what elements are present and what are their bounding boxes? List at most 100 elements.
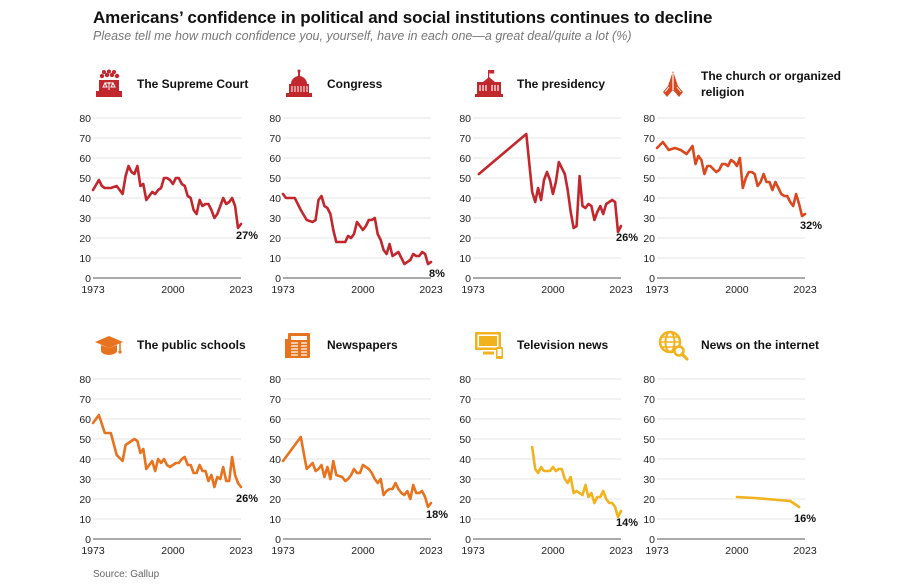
y-tick-label: 10 <box>643 514 655 526</box>
y-tick-label: 40 <box>79 454 91 466</box>
y-tick-label: 70 <box>79 133 91 145</box>
supreme-court-icon <box>96 69 122 97</box>
x-tick-label: 2023 <box>609 545 633 557</box>
y-tick-label: 10 <box>79 253 91 265</box>
praying-hands-icon <box>663 71 683 97</box>
panel-title: The Supreme Court <box>137 77 249 91</box>
globe-search-icon <box>658 330 689 361</box>
y-tick-label: 0 <box>649 534 655 546</box>
y-tick-label: 80 <box>643 113 655 125</box>
x-tick-label: 2000 <box>161 545 185 557</box>
x-tick-label: 2023 <box>419 284 443 296</box>
x-tick-label: 2000 <box>541 284 565 296</box>
y-tick-label: 30 <box>459 213 471 225</box>
series-line <box>530 445 623 519</box>
end-value-label: 14% <box>616 517 638 529</box>
y-tick-label: 20 <box>79 494 91 506</box>
y-tick-label: 0 <box>275 534 281 546</box>
x-tick-label: 2000 <box>161 284 185 296</box>
panel-title: Congress <box>327 77 383 91</box>
chart-panel-congress: Congress 0 10 20 30 40 50 60 70 80 1973 2000 2023 8% <box>269 62 473 322</box>
y-tick-label: 20 <box>459 494 471 506</box>
y-tick-label: 50 <box>79 173 91 185</box>
y-tick-label: 60 <box>459 153 471 165</box>
line-chart-the-church-or-organized-religion: 0 10 20 30 40 50 60 70 80 1973 2000 2023 32% <box>643 113 822 296</box>
y-tick-label: 20 <box>79 233 91 245</box>
series-line <box>735 495 801 509</box>
chart-panel-television-news: Television news 0 10 20 30 40 50 60 70 80 1973 2000… <box>459 323 663 583</box>
y-tick-label: 70 <box>643 394 655 406</box>
y-tick-label: 40 <box>643 193 655 205</box>
y-tick-label: 60 <box>643 414 655 426</box>
y-tick-label: 80 <box>269 374 281 386</box>
y-tick-label: 20 <box>459 233 471 245</box>
series-line <box>91 164 243 230</box>
chart-title: Americans’ confidence in political and s… <box>93 8 713 27</box>
congress-icon <box>286 69 312 97</box>
chart-panel-the-presidency: The presidency 0 10 20 30 40 50 60 70 80 1973 2000 2… <box>459 62 663 322</box>
series-line <box>281 192 433 266</box>
y-tick-label: 10 <box>459 514 471 526</box>
y-tick-label: 50 <box>459 434 471 446</box>
y-tick-label: 60 <box>269 153 281 165</box>
x-tick-label: 2023 <box>793 545 817 557</box>
y-tick-label: 30 <box>459 474 471 486</box>
y-tick-label: 30 <box>643 474 655 486</box>
y-tick-label: 50 <box>643 173 655 185</box>
y-tick-label: 60 <box>79 414 91 426</box>
panel-title: The public schools <box>137 338 246 352</box>
y-tick-label: 50 <box>269 173 281 185</box>
y-tick-label: 70 <box>79 394 91 406</box>
y-tick-label: 10 <box>79 514 91 526</box>
y-tick-label: 70 <box>269 394 281 406</box>
y-tick-label: 40 <box>269 193 281 205</box>
x-tick-label: 1973 <box>271 284 295 296</box>
y-tick-label: 50 <box>643 434 655 446</box>
y-tick-label: 30 <box>269 474 281 486</box>
end-value-label: 32% <box>800 220 822 232</box>
y-tick-label: 0 <box>465 273 471 285</box>
panel-title: News on the internet <box>701 338 820 352</box>
x-tick-label: 1973 <box>645 284 669 296</box>
y-tick-label: 30 <box>643 213 655 225</box>
white-house-icon <box>475 70 503 97</box>
y-tick-label: 20 <box>269 233 281 245</box>
y-tick-label: 70 <box>269 133 281 145</box>
line-chart-television-news: 0 10 20 30 40 50 60 70 80 1973 2000 2023 14% <box>459 374 638 557</box>
x-tick-label: 1973 <box>271 545 295 557</box>
x-tick-label: 2023 <box>419 545 443 557</box>
series-line <box>91 413 243 489</box>
y-tick-label: 80 <box>79 113 91 125</box>
y-tick-label: 20 <box>269 494 281 506</box>
chart-panel-the-supreme-court: The Supreme Court 0 10 20 30 40 50 60 70 80 1973 20… <box>79 62 283 322</box>
y-tick-label: 40 <box>79 193 91 205</box>
line-chart-the-presidency: 0 10 20 30 40 50 60 70 80 1973 2000 2023 26% <box>459 113 638 296</box>
y-tick-label: 40 <box>459 454 471 466</box>
panel-title: Newspapers <box>327 338 398 352</box>
x-tick-label: 1973 <box>645 545 669 557</box>
line-chart-congress: 0 10 20 30 40 50 60 70 80 1973 2000 2023 8% <box>269 113 445 296</box>
y-tick-label: 60 <box>459 414 471 426</box>
x-tick-label: 2000 <box>351 545 375 557</box>
x-tick-label: 1973 <box>81 284 105 296</box>
y-tick-label: 40 <box>643 454 655 466</box>
line-chart-news-on-the-internet: 0 10 20 30 40 50 60 70 80 1973 2000 2023 16% <box>643 374 817 557</box>
y-tick-label: 80 <box>269 113 281 125</box>
y-tick-label: 50 <box>459 173 471 185</box>
series-line <box>281 435 433 509</box>
y-tick-label: 30 <box>79 213 91 225</box>
y-tick-label: 70 <box>643 133 655 145</box>
panel-title: The presidency <box>517 77 606 91</box>
newspaper-icon <box>285 333 310 358</box>
y-tick-label: 80 <box>643 374 655 386</box>
line-chart-the-public-schools: 0 10 20 30 40 50 60 70 80 1973 2000 2023 26% <box>79 374 258 557</box>
line-chart-the-supreme-court: 0 10 20 30 40 50 60 70 80 1973 2000 2023 27% <box>79 113 258 296</box>
x-tick-label: 2000 <box>725 284 749 296</box>
end-value-label: 26% <box>616 232 638 244</box>
y-tick-label: 50 <box>79 434 91 446</box>
x-tick-label: 2023 <box>229 545 253 557</box>
line-chart-newspapers: 0 10 20 30 40 50 60 70 80 1973 2000 2023 18% <box>269 374 448 557</box>
x-tick-label: 1973 <box>81 545 105 557</box>
x-tick-label: 2000 <box>541 545 565 557</box>
